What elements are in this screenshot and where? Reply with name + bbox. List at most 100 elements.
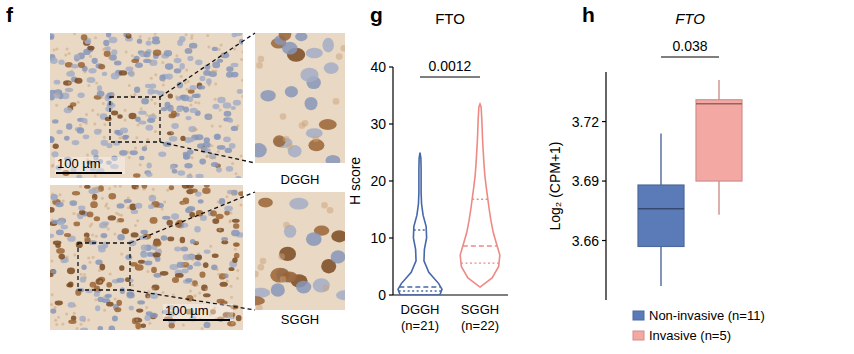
- cell: [177, 170, 185, 175]
- label-line: SGGH: [461, 302, 499, 317]
- stroma: [51, 193, 54, 196]
- cell: [137, 300, 145, 304]
- cell: [135, 264, 144, 271]
- cell: [214, 134, 221, 140]
- cell: [181, 269, 188, 274]
- cell: [145, 293, 150, 298]
- y-tick: [389, 180, 393, 181]
- cell: [228, 118, 233, 123]
- cell: [282, 42, 297, 55]
- cell: [126, 33, 132, 39]
- cell: [231, 72, 239, 78]
- stroma: [119, 185, 122, 188]
- cell: [225, 148, 232, 153]
- cell: [90, 201, 98, 208]
- y-tick: [389, 66, 393, 67]
- cell: [149, 195, 157, 202]
- stroma: [196, 241, 199, 244]
- y-tick: [602, 180, 606, 181]
- cell: [55, 301, 63, 306]
- cell: [95, 305, 100, 311]
- y-tick: [389, 294, 393, 295]
- scale-bar: [163, 319, 230, 321]
- y-tick-label: 3.69: [572, 173, 599, 189]
- stroma: [191, 34, 194, 37]
- stroma: [241, 95, 243, 98]
- stroma: [194, 101, 197, 104]
- cell: [204, 250, 211, 254]
- cell: [150, 313, 158, 319]
- stroma: [108, 187, 111, 190]
- panel-letter: g: [370, 3, 383, 26]
- zoom-line: [160, 33, 255, 97]
- violin-q3: [414, 229, 427, 230]
- sig-bracket: [420, 76, 480, 77]
- cell: [168, 93, 173, 98]
- stroma: [93, 188, 96, 191]
- cell: [185, 116, 191, 120]
- cell: [237, 89, 243, 94]
- cell: [87, 77, 96, 83]
- cell: [180, 136, 185, 141]
- cell: [131, 232, 139, 237]
- scale-bg: [163, 304, 233, 321]
- stroma: [166, 189, 169, 192]
- micrograph: [50, 185, 243, 330]
- cell: [92, 194, 98, 200]
- stroma: [105, 202, 108, 205]
- stroma: [73, 304, 76, 307]
- cell: [68, 319, 76, 323]
- stroma: [127, 196, 130, 199]
- cell: [194, 261, 200, 265]
- cell: [160, 271, 169, 276]
- stroma: [231, 190, 234, 193]
- violin-q1: [461, 262, 499, 263]
- stroma: [258, 264, 265, 271]
- stroma: [55, 323, 58, 326]
- cell: [187, 206, 196, 211]
- stroma: [236, 269, 239, 272]
- cell: [81, 34, 88, 40]
- cell: [50, 138, 54, 143]
- cell: [199, 159, 206, 165]
- cell: [97, 85, 102, 91]
- cell: [91, 149, 98, 155]
- stroma: [50, 303, 53, 306]
- stroma: [161, 207, 164, 210]
- cell: [189, 189, 197, 193]
- cell: [210, 210, 217, 216]
- stroma: [142, 52, 145, 55]
- stroma: [151, 195, 154, 198]
- cell: [190, 85, 197, 90]
- cell: [50, 58, 58, 64]
- stroma: [148, 37, 151, 40]
- stroma: [98, 189, 101, 192]
- stroma: [75, 56, 78, 59]
- cell: [279, 247, 296, 261]
- stroma: [286, 143, 293, 150]
- cell: [106, 143, 112, 148]
- stroma: [124, 109, 127, 112]
- stroma: [87, 257, 90, 260]
- stroma: [180, 75, 183, 78]
- cell: [179, 201, 185, 205]
- stroma: [79, 185, 82, 188]
- stroma: [102, 102, 105, 105]
- cell: [112, 315, 118, 321]
- stroma: [54, 306, 57, 309]
- cell: [129, 113, 137, 119]
- cell: [165, 63, 173, 70]
- stroma: [333, 98, 340, 105]
- stroma: [101, 197, 104, 200]
- cell: [125, 67, 133, 72]
- stroma: [144, 144, 147, 147]
- cell: [97, 91, 105, 97]
- micrograph: [255, 33, 345, 163]
- stroma: [255, 271, 259, 278]
- stroma: [84, 236, 87, 239]
- cell: [223, 136, 231, 142]
- cell: [174, 246, 181, 251]
- cell: [183, 106, 189, 112]
- cell: [64, 233, 71, 237]
- cell: [66, 283, 72, 287]
